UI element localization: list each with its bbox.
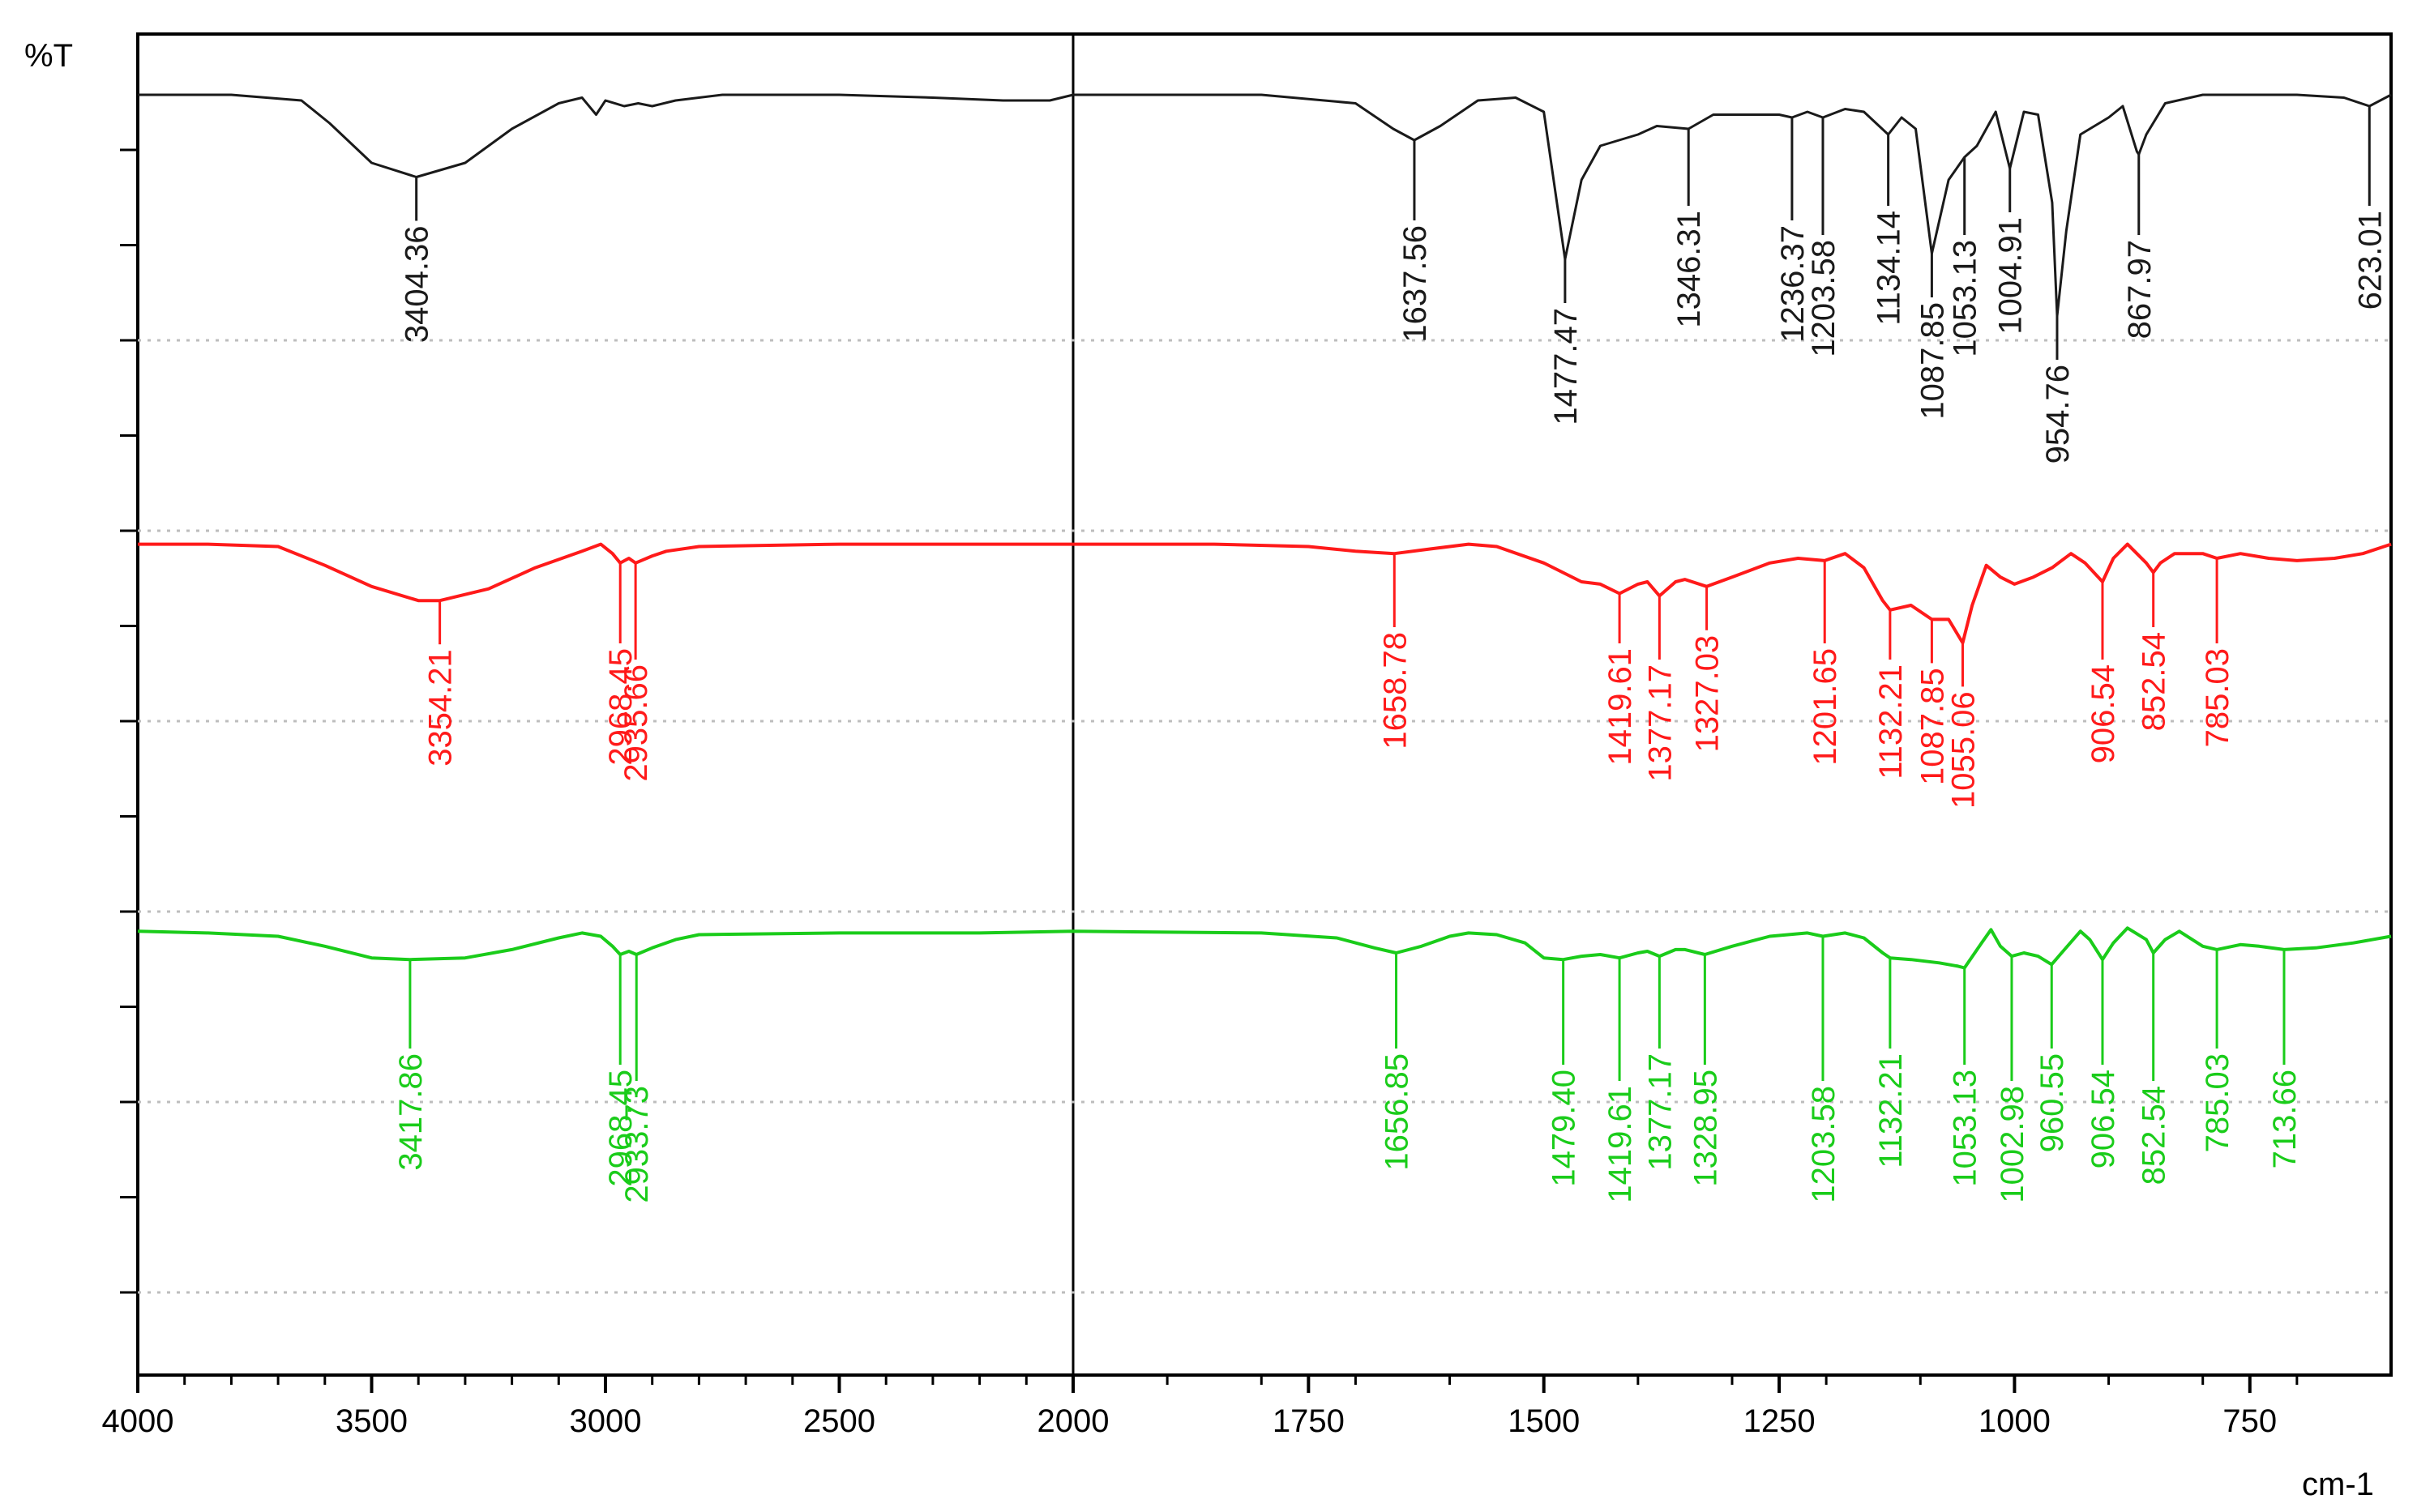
peak-label: 785.03: [2200, 648, 2235, 747]
x-tick-label: 1000: [1979, 1403, 2051, 1439]
peak-label: 1419.61: [1602, 1086, 1638, 1203]
peak-label: 1328.95: [1688, 1070, 1723, 1187]
plot-frame: [136, 32, 2393, 1377]
series-line-2: [138, 542, 2392, 645]
grid-lines: [138, 339, 2391, 1294]
peak-label: 2935.66: [618, 664, 654, 782]
peak-label: 1658.78: [1377, 632, 1413, 750]
peak-label: 2968.45: [603, 1070, 639, 1187]
x-tick-label: 2500: [803, 1403, 875, 1439]
peak-label: 960.55: [2034, 1053, 2070, 1152]
peak-label: 3404.36: [400, 226, 435, 344]
peak-label: 1203.58: [1806, 1086, 1842, 1203]
x-tick-label: 1250: [1743, 1403, 1816, 1439]
peak-label: 1087.85: [1914, 668, 1950, 785]
x-tick-label: 4000: [102, 1403, 174, 1439]
peak-label: 3354.21: [423, 649, 459, 767]
peak-label: 1327.03: [1690, 635, 1726, 753]
peak-label: 906.54: [2085, 1070, 2121, 1168]
peak-label: 1377.17: [1642, 1053, 1678, 1171]
peak-label: 1419.61: [1602, 648, 1638, 766]
peak-label: 1053.13: [1948, 240, 1983, 357]
peak-label: 1236.37: [1775, 225, 1811, 343]
peak-label: 1201.65: [1807, 648, 1843, 766]
peak-label: 1203.58: [1806, 240, 1842, 357]
peak-label: 852.54: [2137, 632, 2172, 731]
peak-label: 1477.47: [1548, 308, 1584, 425]
peak-label: 1656.85: [1380, 1053, 1415, 1171]
peak-label: 1346.31: [1671, 211, 1707, 328]
y-axis-ticks: [120, 148, 138, 1294]
peak-label: 1053.13: [1948, 1070, 1983, 1187]
peak-label: 1134.14: [1872, 211, 1907, 326]
peak-label: 1004.91: [1993, 217, 2029, 335]
series-line-1: [138, 93, 2392, 318]
peak-label: 3417.86: [393, 1053, 429, 1171]
peak-label: 1132.21: [1873, 1053, 1909, 1168]
peak-label: 1002.98: [1995, 1086, 2030, 1203]
peak-label: 785.03: [2200, 1053, 2235, 1152]
peak-label: 623.01: [2352, 211, 2388, 310]
spectrum-series: [137, 93, 2392, 970]
peak-label: 1055.06: [1945, 691, 1981, 809]
series-line-3: [137, 926, 2392, 970]
peak-label: 1479.40: [1546, 1070, 1582, 1187]
peak-label: 1087.85: [1914, 302, 1950, 420]
peak-label: 852.54: [2137, 1086, 2172, 1185]
x-tick-label: 3000: [570, 1403, 642, 1439]
peak-label: 906.54: [2085, 664, 2121, 763]
x-tick-label: 3500: [336, 1403, 408, 1439]
peak-label: 954.76: [2040, 365, 2076, 463]
x-tick-label: 750: [2222, 1403, 2277, 1439]
peak-label: 867.97: [2122, 240, 2158, 339]
x-tick-label: 1500: [1508, 1403, 1580, 1439]
x-unit-label: cm-1: [2302, 1467, 2374, 1502]
peak-label: 2968.45: [603, 648, 639, 766]
x-tick-label: 1750: [1273, 1403, 1345, 1439]
peak-label: 713.66: [2267, 1070, 2303, 1168]
x-tick-label: 2000: [1037, 1403, 1110, 1439]
peak-label: 1377.17: [1642, 664, 1678, 782]
peak-label: 2933.73: [619, 1086, 655, 1203]
x-axis-ticks: 4000 3500 3000 2500 2000 1750 1500 1250 1000 750: [102, 1375, 2299, 1439]
peak-label: 1637.56: [1397, 225, 1433, 343]
y-axis-label: %T: [24, 38, 73, 74]
peak-label: 1132.21: [1873, 664, 1909, 779]
